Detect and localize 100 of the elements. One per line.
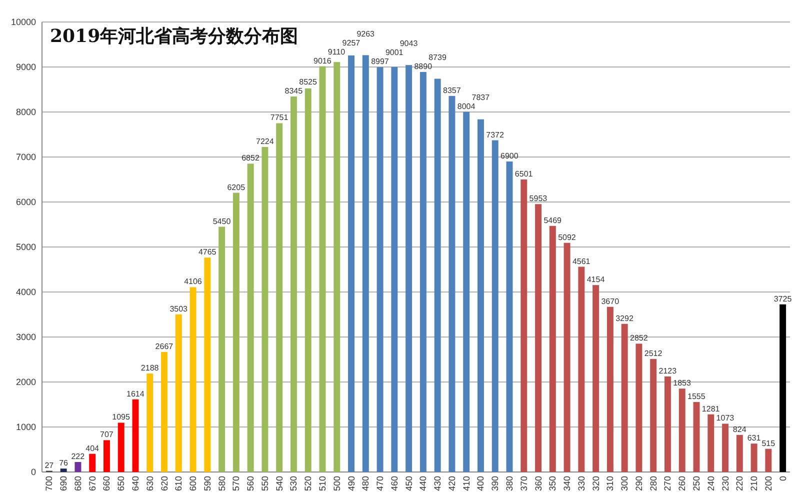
- x-tick-label: 390: [490, 476, 500, 492]
- data-label: 8997: [371, 57, 390, 66]
- y-tick-label: 1000: [16, 422, 36, 432]
- bar: [664, 376, 671, 472]
- x-tick-label: 210: [749, 476, 760, 492]
- x-tick-label: 680: [72, 476, 83, 492]
- data-label: 2188: [140, 364, 160, 373]
- bar: [319, 66, 326, 472]
- data-label: 8739: [428, 52, 447, 62]
- bar: [578, 266, 585, 472]
- data-label: 9043: [400, 39, 418, 48]
- bar: [334, 62, 340, 472]
- y-tick-label: 5000: [16, 242, 36, 252]
- x-tick-label: 560: [246, 476, 256, 492]
- bar: [89, 454, 96, 472]
- x-tick-label: 620: [159, 476, 170, 492]
- y-tick-label: 7000: [16, 152, 36, 162]
- bar: [434, 78, 441, 472]
- bar: [304, 88, 312, 472]
- x-tick-label: 240: [706, 476, 716, 492]
- bar: [520, 179, 528, 472]
- x-tick-label: 220: [734, 476, 745, 492]
- data-label: 9263: [356, 29, 376, 38]
- data-label: 1095: [112, 412, 131, 422]
- bar: [606, 306, 614, 472]
- x-tick-label: 490: [346, 476, 356, 492]
- y-tick-label: 0: [30, 467, 36, 477]
- y-tick-label: 3000: [16, 332, 36, 342]
- data-label: 6852: [242, 154, 260, 163]
- data-label: 7837: [472, 92, 490, 102]
- bar: [535, 204, 542, 472]
- data-label: 7751: [270, 113, 289, 122]
- data-label: 5469: [544, 216, 562, 225]
- x-tick-label: 430: [432, 476, 443, 492]
- bar: [247, 164, 254, 472]
- data-label: 3292: [616, 314, 634, 323]
- bar: [406, 65, 412, 472]
- x-tick-label: 320: [590, 476, 601, 492]
- bar: [693, 402, 700, 472]
- x-tick-label: 360: [533, 476, 544, 492]
- x-tick-label: 450: [404, 476, 414, 492]
- data-label: 5953: [529, 194, 548, 204]
- bar: [376, 67, 384, 472]
- bar: [564, 242, 570, 472]
- data-label: 8357: [443, 86, 462, 95]
- x-tick-label: 330: [576, 476, 586, 492]
- data-label: 3725: [774, 294, 792, 304]
- x-tick-label: 690: [58, 476, 69, 492]
- data-label: 824: [732, 424, 747, 434]
- x-tick-label: 310: [605, 476, 616, 492]
- data-label: 6501: [514, 169, 534, 178]
- bar: [118, 422, 124, 472]
- bar: [492, 140, 498, 472]
- data-label: 27: [44, 460, 54, 470]
- chart-title: 2019年河北省高考分数分布图: [50, 26, 298, 47]
- x-tick-label: 370: [518, 476, 529, 492]
- data-label: 2123: [658, 366, 678, 376]
- bar: [290, 96, 297, 472]
- x-tick-label: 550: [260, 476, 270, 492]
- data-label: 222: [71, 452, 86, 462]
- bar: [621, 324, 628, 472]
- x-tick-label: 380: [504, 476, 514, 492]
- data-label: 9001: [385, 48, 404, 58]
- data-label: 2852: [630, 334, 648, 343]
- x-tick-label: 590: [202, 476, 212, 492]
- data-label: 707: [100, 430, 114, 440]
- x-tick-label: 530: [288, 476, 299, 492]
- bar: [262, 146, 268, 472]
- x-tick-label: 0: [778, 476, 788, 482]
- y-tick-label: 6000: [16, 197, 36, 207]
- bar: [175, 314, 182, 472]
- bar: [463, 112, 470, 472]
- bar: [592, 285, 600, 472]
- data-label: 3670: [601, 296, 620, 306]
- x-tick-label: 700: [44, 476, 54, 492]
- data-label: 1555: [688, 392, 706, 402]
- data-label: 1073: [716, 414, 735, 423]
- x-tick-label: 410: [461, 476, 472, 492]
- data-label: 7224: [256, 136, 274, 146]
- x-tick-label: 480: [360, 476, 371, 492]
- data-label: 2512: [644, 348, 663, 358]
- data-label: 3503: [170, 304, 188, 314]
- bar: [722, 424, 729, 472]
- x-tick-label: 290: [634, 476, 644, 492]
- x-tick-label: 650: [116, 476, 126, 492]
- bar: [420, 72, 426, 472]
- bar: [232, 192, 240, 472]
- bar: [650, 358, 657, 472]
- data-label: 1281: [702, 404, 720, 414]
- bar: [276, 123, 283, 472]
- data-label: 6900: [500, 152, 519, 160]
- x-tick-label: 260: [677, 476, 688, 492]
- bar: [736, 434, 743, 472]
- x-tick-label: 520: [303, 476, 314, 492]
- x-tick-label: 510: [318, 476, 328, 492]
- data-label: 631: [747, 434, 762, 443]
- data-label: 8525: [299, 77, 318, 86]
- data-label: 4765: [198, 248, 217, 257]
- x-tick-label: 230: [720, 476, 730, 492]
- data-label: 7372: [486, 130, 505, 140]
